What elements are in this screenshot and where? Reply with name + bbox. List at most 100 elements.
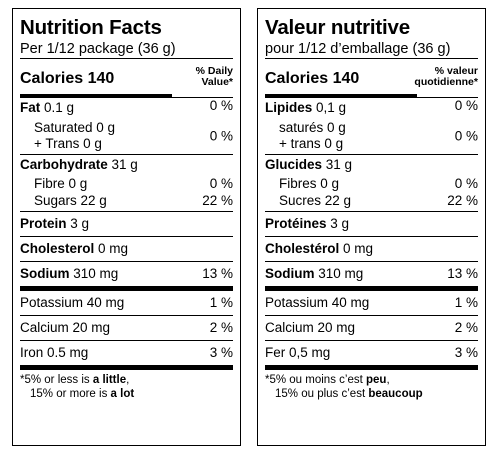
divider	[20, 236, 233, 237]
trans-row: + Trans 0 g	[34, 136, 102, 151]
fat-percent: 0 %	[454, 98, 478, 113]
iron-percent: 3 %	[209, 345, 233, 360]
sugars-label: Sucres 22 g	[279, 193, 352, 208]
panel-title: Valeur nutritive	[265, 16, 410, 39]
daily-value-header-line2: Value*	[201, 76, 233, 88]
iron-percent: 3 %	[454, 345, 478, 360]
fat-name: Lipides	[265, 100, 313, 115]
nutrition-facts-panel-english: Nutrition Facts Per 1/12 package (36 g) …	[12, 8, 241, 446]
sodium-row: Sodium 310 mg 13 %	[20, 262, 233, 286]
divider	[20, 154, 233, 155]
thick-divider	[20, 286, 233, 291]
fat-percent: 0 %	[209, 98, 233, 113]
protein-name: Protein	[20, 216, 67, 231]
cholesterol-name: Cholesterol	[20, 241, 95, 256]
calcium-label: Calcium 20 mg	[265, 320, 356, 335]
potassium-label: Potassium 40 mg	[20, 295, 125, 310]
footnote: *5% or less is a little, 15% or more is …	[20, 370, 233, 401]
sugars-percent: 22 %	[202, 193, 233, 208]
footnote-bold: a little	[92, 374, 127, 386]
divider	[20, 315, 233, 316]
sugars-percent: 22 %	[447, 193, 478, 208]
potassium-row: Potassium 40 mg 1 %	[20, 291, 233, 315]
thick-divider	[265, 365, 478, 370]
fat-name: Fat	[20, 100, 41, 115]
iron-label: Fer 0,5 mg	[265, 345, 331, 360]
protein-name: Protéines	[265, 216, 327, 231]
divider	[265, 97, 478, 98]
sodium-name: Sodium	[265, 266, 315, 281]
saturated-row: saturés 0 g	[279, 120, 346, 135]
carbohydrate-row: Carbohydrate 31 g	[20, 155, 233, 175]
serving-size: Per 1/12 package (36 g)	[20, 41, 176, 57]
carbohydrate-amount: 31 g	[322, 157, 353, 172]
panel-title: Nutrition Facts	[20, 16, 162, 39]
divider	[265, 58, 478, 59]
sodium-name: Sodium	[20, 266, 70, 281]
fat-amount: 0,1 g	[312, 100, 347, 115]
carbohydrate-name: Glucides	[265, 157, 323, 172]
footnote-bold: beaucoup	[368, 388, 423, 400]
thick-divider	[20, 365, 233, 370]
fibre-label: Fibre 0 g	[34, 176, 88, 191]
divider	[265, 315, 478, 316]
footnote-text: ,	[386, 374, 390, 386]
divider	[265, 211, 478, 212]
potassium-percent: 1 %	[454, 295, 478, 310]
footnote-text: 15% or more is	[30, 388, 111, 400]
saturated-trans-group: saturés 0 g + trans 0 g 0 %	[265, 118, 478, 154]
fat-row: Lipides 0,1 g 0 %	[265, 98, 478, 118]
iron-label: Iron 0.5 mg	[20, 345, 89, 360]
calories-row: Calories 140 % valeur quotidienne*	[265, 59, 478, 97]
saturated-trans-percent: 0 %	[209, 128, 233, 144]
sugars-label: Sugars 22 g	[34, 193, 107, 208]
footnote-text: *5% ou moins c’est	[265, 374, 366, 386]
daily-value-header-line1: % valeur	[434, 65, 478, 77]
cholesterol-row: Cholestérol 0 mg	[265, 237, 478, 261]
iron-row: Iron 0.5 mg 3 %	[20, 341, 233, 365]
divider	[265, 261, 478, 262]
calcium-label: Calcium 20 mg	[20, 320, 111, 335]
footnote-text: *5% or less is	[20, 374, 93, 386]
divider	[265, 236, 478, 237]
footnote: *5% ou moins c’est peu, 15% ou plus c’es…	[265, 370, 478, 401]
potassium-percent: 1 %	[209, 295, 233, 310]
divider	[20, 97, 233, 98]
calcium-percent: 2 %	[454, 320, 478, 335]
carbohydrate-amount: 31 g	[107, 157, 138, 172]
fibre-label: Fibres 0 g	[279, 176, 340, 191]
divider	[20, 261, 233, 262]
carbohydrate-row: Glucides 31 g	[265, 155, 478, 175]
daily-value-header: % valeur quotidienne*	[414, 66, 478, 88]
saturated-trans-percent: 0 %	[454, 128, 478, 144]
calcium-row: Calcium 20 mg 2 %	[265, 316, 478, 340]
footnote-line2: 15% ou plus c’est beaucoup	[265, 387, 478, 401]
daily-value-header-line2: quotidienne*	[414, 76, 478, 88]
cholesterol-name: Cholestérol	[265, 241, 340, 256]
calcium-row: Calcium 20 mg 2 %	[20, 316, 233, 340]
thick-divider	[265, 286, 478, 291]
sugars-row: Sugars 22 g 22 %	[20, 193, 233, 211]
fat-row: Fat 0.1 g 0 %	[20, 98, 233, 118]
divider	[265, 340, 478, 341]
footnote-line1: *5% ou moins c’est peu,	[265, 373, 478, 387]
divider	[20, 58, 233, 59]
protein-row: Protéines 3 g	[265, 212, 478, 236]
footnote-bold: peu	[366, 374, 387, 386]
cholesterol-amount: 0 mg	[94, 241, 129, 256]
fibre-percent: 0 %	[454, 176, 478, 191]
carbohydrate-name: Carbohydrate	[20, 157, 108, 172]
fat-amount: 0.1 g	[40, 100, 75, 115]
sodium-amount: 310 mg	[314, 266, 364, 281]
sodium-amount: 310 mg	[69, 266, 119, 281]
divider	[20, 211, 233, 212]
potassium-row: Potassium 40 mg 1 %	[265, 291, 478, 315]
potassium-label: Potassium 40 mg	[265, 295, 370, 310]
cholesterol-amount: 0 mg	[339, 241, 374, 256]
iron-row: Fer 0,5 mg 3 %	[265, 341, 478, 365]
calories-label: Calories 140	[20, 70, 115, 87]
divider	[20, 340, 233, 341]
calories-underline	[20, 93, 172, 97]
nutrition-facts-panel-french: Valeur nutritive pour 1/12 d’emballage (…	[257, 8, 486, 446]
fibre-row: Fibre 0 g 0 %	[20, 175, 233, 193]
